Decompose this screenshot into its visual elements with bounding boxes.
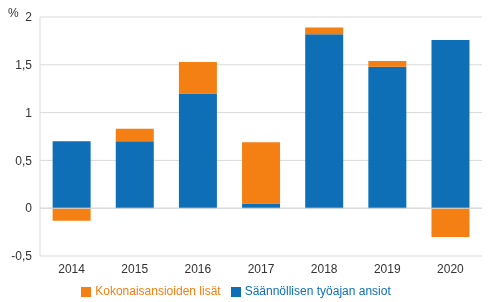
svg-text:1: 1 xyxy=(25,106,32,120)
svg-text:2016: 2016 xyxy=(185,262,212,276)
svg-text:0: 0 xyxy=(25,201,32,215)
svg-text:2019: 2019 xyxy=(374,262,401,276)
svg-text:2017: 2017 xyxy=(248,262,275,276)
svg-text:-0,5: -0,5 xyxy=(11,249,32,263)
svg-text:2015: 2015 xyxy=(121,262,148,276)
svg-text:0,5: 0,5 xyxy=(15,154,32,168)
svg-text:2020: 2020 xyxy=(437,262,464,276)
svg-text:2: 2 xyxy=(25,10,32,24)
svg-text:2018: 2018 xyxy=(311,262,338,276)
html-text:Säännöllisen työajan ansiot: Säännöllisen työajan ansiot xyxy=(244,284,391,298)
svg-text:1,5: 1,5 xyxy=(15,58,32,72)
svg-text:2014: 2014 xyxy=(58,262,85,276)
html-text:Kokonaisansioiden lisät: Kokonaisansioiden lisät xyxy=(95,284,221,298)
